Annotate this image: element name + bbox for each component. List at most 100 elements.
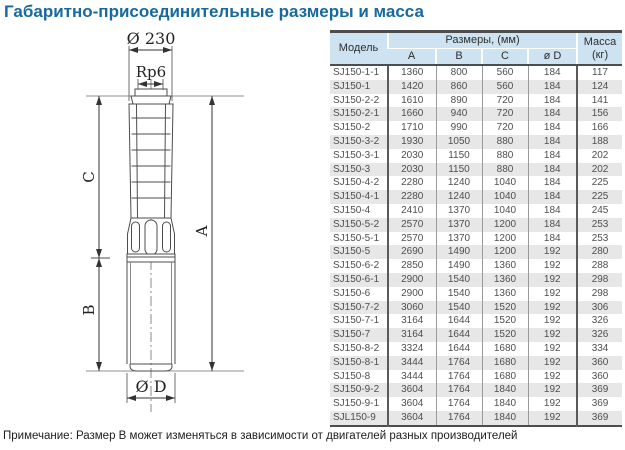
cell-c: 1680 xyxy=(481,341,528,356)
cell-b: 1764 xyxy=(435,369,482,384)
cell-mass: 360 xyxy=(576,355,623,370)
cell-d: 184 xyxy=(527,65,578,80)
cell-a: 3604 xyxy=(387,397,436,411)
table-body: SJ150-1-1 1360 800 560 184 117 SJ150-1 1… xyxy=(330,65,623,426)
cell-b: 1150 xyxy=(435,162,482,177)
cell-a: 3444 xyxy=(387,369,436,384)
cell-b: 1370 xyxy=(435,217,482,232)
cell-d: 184 xyxy=(527,121,578,135)
table-row: SJ150-2 1710 990 720 184 166 xyxy=(330,121,623,135)
cell-b: 1490 xyxy=(435,245,482,260)
table-row: SJ150-4 2410 1370 1040 184 245 xyxy=(330,203,623,218)
cell-mass: 245 xyxy=(576,203,623,218)
cell-d: 184 xyxy=(527,148,578,163)
dim-c-label: C xyxy=(80,171,98,182)
cell-a: 3164 xyxy=(387,328,436,342)
cell-model: SJ150-2 xyxy=(333,122,371,134)
cell-a: 2900 xyxy=(387,272,436,287)
cell-d: 184 xyxy=(527,190,578,204)
cell-b: 1644 xyxy=(435,328,482,342)
cell-model: SJ150-3-2 xyxy=(333,135,380,147)
pump-body-outline xyxy=(126,88,176,372)
cell-d: 192 xyxy=(527,397,578,411)
cell-c: 1680 xyxy=(481,369,528,384)
cell-a: 2570 xyxy=(387,231,436,246)
cell-d: 192 xyxy=(527,259,578,273)
cell-a: 1360 xyxy=(387,65,436,80)
cell-model: SJ150-4-2 xyxy=(333,177,380,189)
cell-a: 1710 xyxy=(387,121,436,135)
cell-model: SJ150-9-2 xyxy=(333,384,380,396)
cell-b: 1540 xyxy=(435,300,482,315)
cell-d: 184 xyxy=(527,79,578,94)
cell-d: 184 xyxy=(527,162,578,177)
cell-mass: 253 xyxy=(576,217,623,232)
cell-a: 2410 xyxy=(387,203,436,218)
cell-d: 192 xyxy=(527,355,578,370)
table-row: SJ150-6 2900 1540 1360 192 298 xyxy=(330,286,623,301)
cell-model: SJ150-4-1 xyxy=(333,191,380,203)
cell-d: 184 xyxy=(527,217,578,232)
cell-model: SJ150-6 xyxy=(333,287,371,299)
cell-c: 1040 xyxy=(481,176,528,191)
cell-d: 184 xyxy=(527,176,578,191)
table-row: SJ150-2-1 1660 940 720 184 156 xyxy=(330,107,623,122)
dim-a-label: A xyxy=(193,225,211,237)
cell-model: SJ150-3 xyxy=(333,163,371,175)
cell-d: 184 xyxy=(527,203,578,218)
cell-c: 1200 xyxy=(481,217,528,232)
cell-b: 1240 xyxy=(435,190,482,204)
cell-a: 2570 xyxy=(387,217,436,232)
cell-mass: 280 xyxy=(576,245,623,260)
cell-mass: 188 xyxy=(576,134,623,149)
pump-dimension-drawing: Ø 230 Rp6 C B A Ø D xyxy=(80,29,244,412)
cell-b: 1540 xyxy=(435,272,482,287)
cell-mass: 202 xyxy=(576,148,623,163)
table-row: SJ150-7-1 3164 1644 1520 192 326 xyxy=(330,314,623,329)
cell-mass: 298 xyxy=(576,286,623,301)
cell-mass: 334 xyxy=(576,341,623,356)
cell-mass: 288 xyxy=(576,259,623,273)
cell-b: 990 xyxy=(435,121,482,135)
cell-c: 1040 xyxy=(481,190,528,204)
cell-b: 1764 xyxy=(435,383,482,398)
cell-c: 720 xyxy=(481,107,528,122)
cell-a: 2690 xyxy=(387,245,436,260)
col-header-mass-line1: Масса xyxy=(583,35,617,48)
col-header-a: A xyxy=(388,48,436,66)
cell-c: 1520 xyxy=(481,328,528,342)
cell-model: SJ150-5-2 xyxy=(333,218,380,230)
cell-mass: 360 xyxy=(576,369,623,384)
cell-a: 3604 xyxy=(387,410,436,426)
cell-c: 1360 xyxy=(481,272,528,287)
cell-model: SJ150-8-2 xyxy=(333,342,380,354)
cell-a: 3444 xyxy=(387,355,436,370)
cell-mass: 124 xyxy=(576,79,623,94)
cell-b: 890 xyxy=(435,93,482,108)
table-row: SJ150-9-2 3604 1764 1840 192 369 xyxy=(330,383,623,398)
table-row: SJ150-5-1 2570 1370 1200 184 253 xyxy=(330,231,623,246)
cell-c: 1520 xyxy=(481,300,528,315)
cell-a: 2280 xyxy=(387,176,436,191)
cell-a: 2030 xyxy=(387,162,436,177)
cell-b: 1644 xyxy=(435,341,482,356)
table-row: SJ150-7 3164 1644 1520 192 326 xyxy=(330,328,623,342)
cell-b: 1150 xyxy=(435,148,482,163)
table-row: SJ150-3 2030 1150 880 184 202 xyxy=(330,162,623,177)
cell-c: 560 xyxy=(481,65,528,80)
cell-b: 1240 xyxy=(435,176,482,191)
cell-c: 1680 xyxy=(481,355,528,370)
cell-model: SJL150-9 xyxy=(333,411,376,423)
table-row: SJ150-6-1 2900 1540 1360 192 298 xyxy=(330,272,623,287)
cell-mass: 306 xyxy=(576,300,623,315)
cell-c: 1520 xyxy=(481,314,528,329)
cell-model: SJ150-8 xyxy=(333,370,371,382)
cell-b: 1370 xyxy=(435,231,482,246)
cell-mass: 298 xyxy=(576,272,623,287)
cell-d: 192 xyxy=(527,300,578,315)
table-row: SJL150-9 3604 1764 1840 192 369 xyxy=(330,410,623,426)
cell-mass: 225 xyxy=(576,190,623,204)
cell-d: 184 xyxy=(527,93,578,108)
dim-b-label: B xyxy=(80,304,98,315)
table-row: SJ150-1 1420 860 560 184 124 xyxy=(330,79,623,94)
